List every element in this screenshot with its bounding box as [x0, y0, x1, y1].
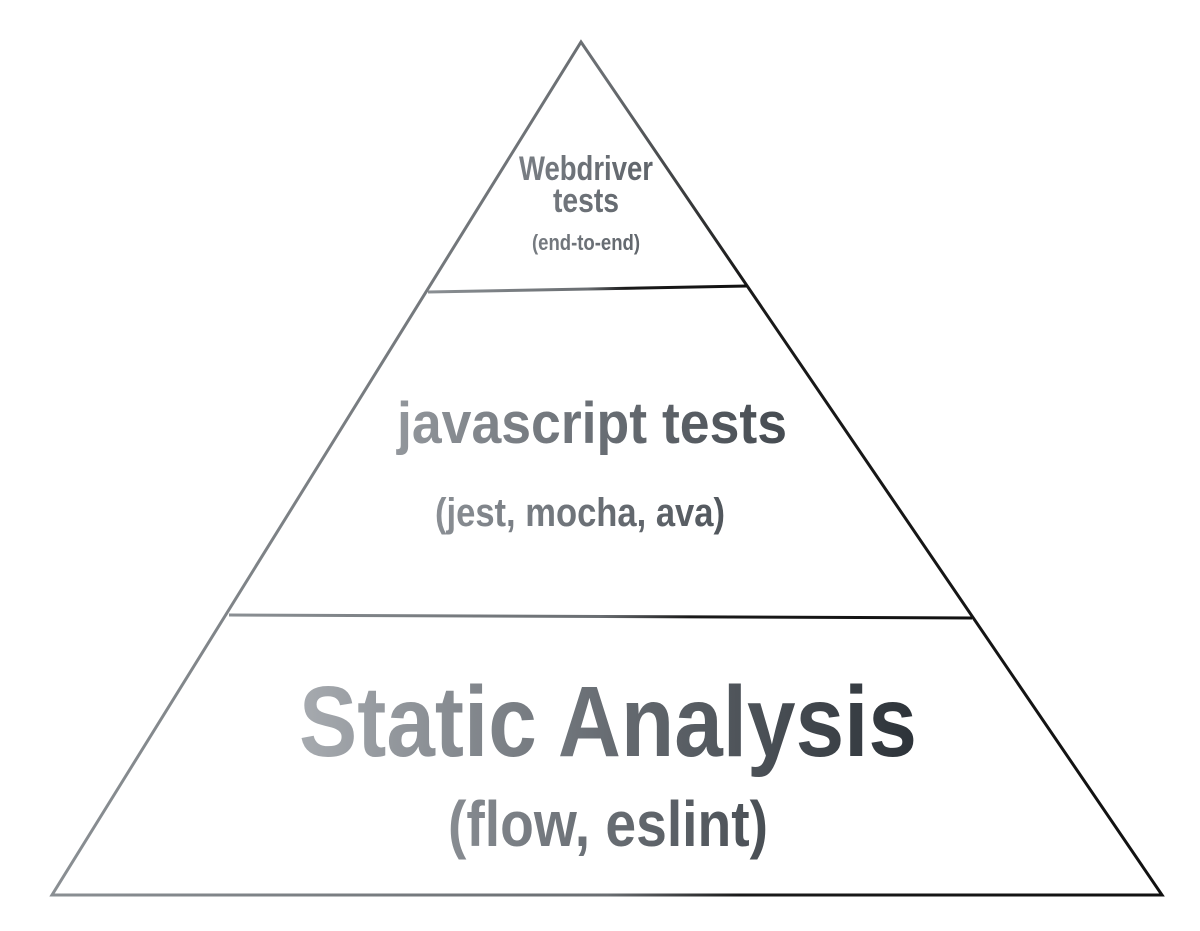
tier-top-title-line-1: Webdriver: [519, 150, 653, 188]
tier-bottom: Static Analysis (flow, eslint): [299, 666, 917, 860]
tier-top-subtitle: (end-to-end): [532, 230, 640, 255]
tier-bottom-subtitle: (flow, eslint): [448, 788, 768, 860]
tier-middle: javascript tests (jest, mocha, ava): [396, 391, 787, 535]
tier-top: Webdriver tests (end-to-end): [519, 150, 653, 255]
pyramid-outline: [49, 39, 1165, 897]
tier-divider-top: [427, 284, 748, 294]
tier-bottom-title: Static Analysis: [299, 666, 917, 778]
tier-middle-title: javascript tests: [396, 391, 787, 456]
tier-divider-bottom: [228, 613, 973, 620]
tier-middle-subtitle: (jest, mocha, ava): [435, 491, 725, 535]
tier-top-title-line-2: tests: [553, 182, 619, 220]
